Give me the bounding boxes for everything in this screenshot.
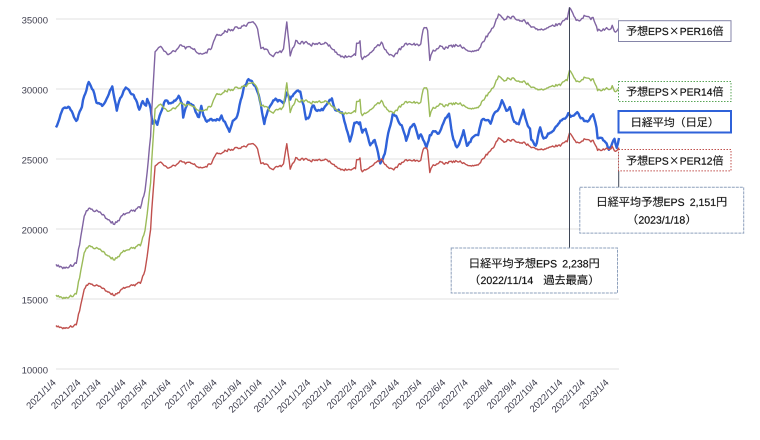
svg-text:15000: 15000 [22, 296, 48, 307]
svg-text:35000: 35000 [22, 16, 48, 27]
svg-text:10000: 10000 [22, 366, 48, 377]
svg-text:25000: 25000 [22, 156, 48, 167]
svg-text:20000: 20000 [22, 226, 48, 237]
svg-text:30000: 30000 [22, 86, 48, 97]
